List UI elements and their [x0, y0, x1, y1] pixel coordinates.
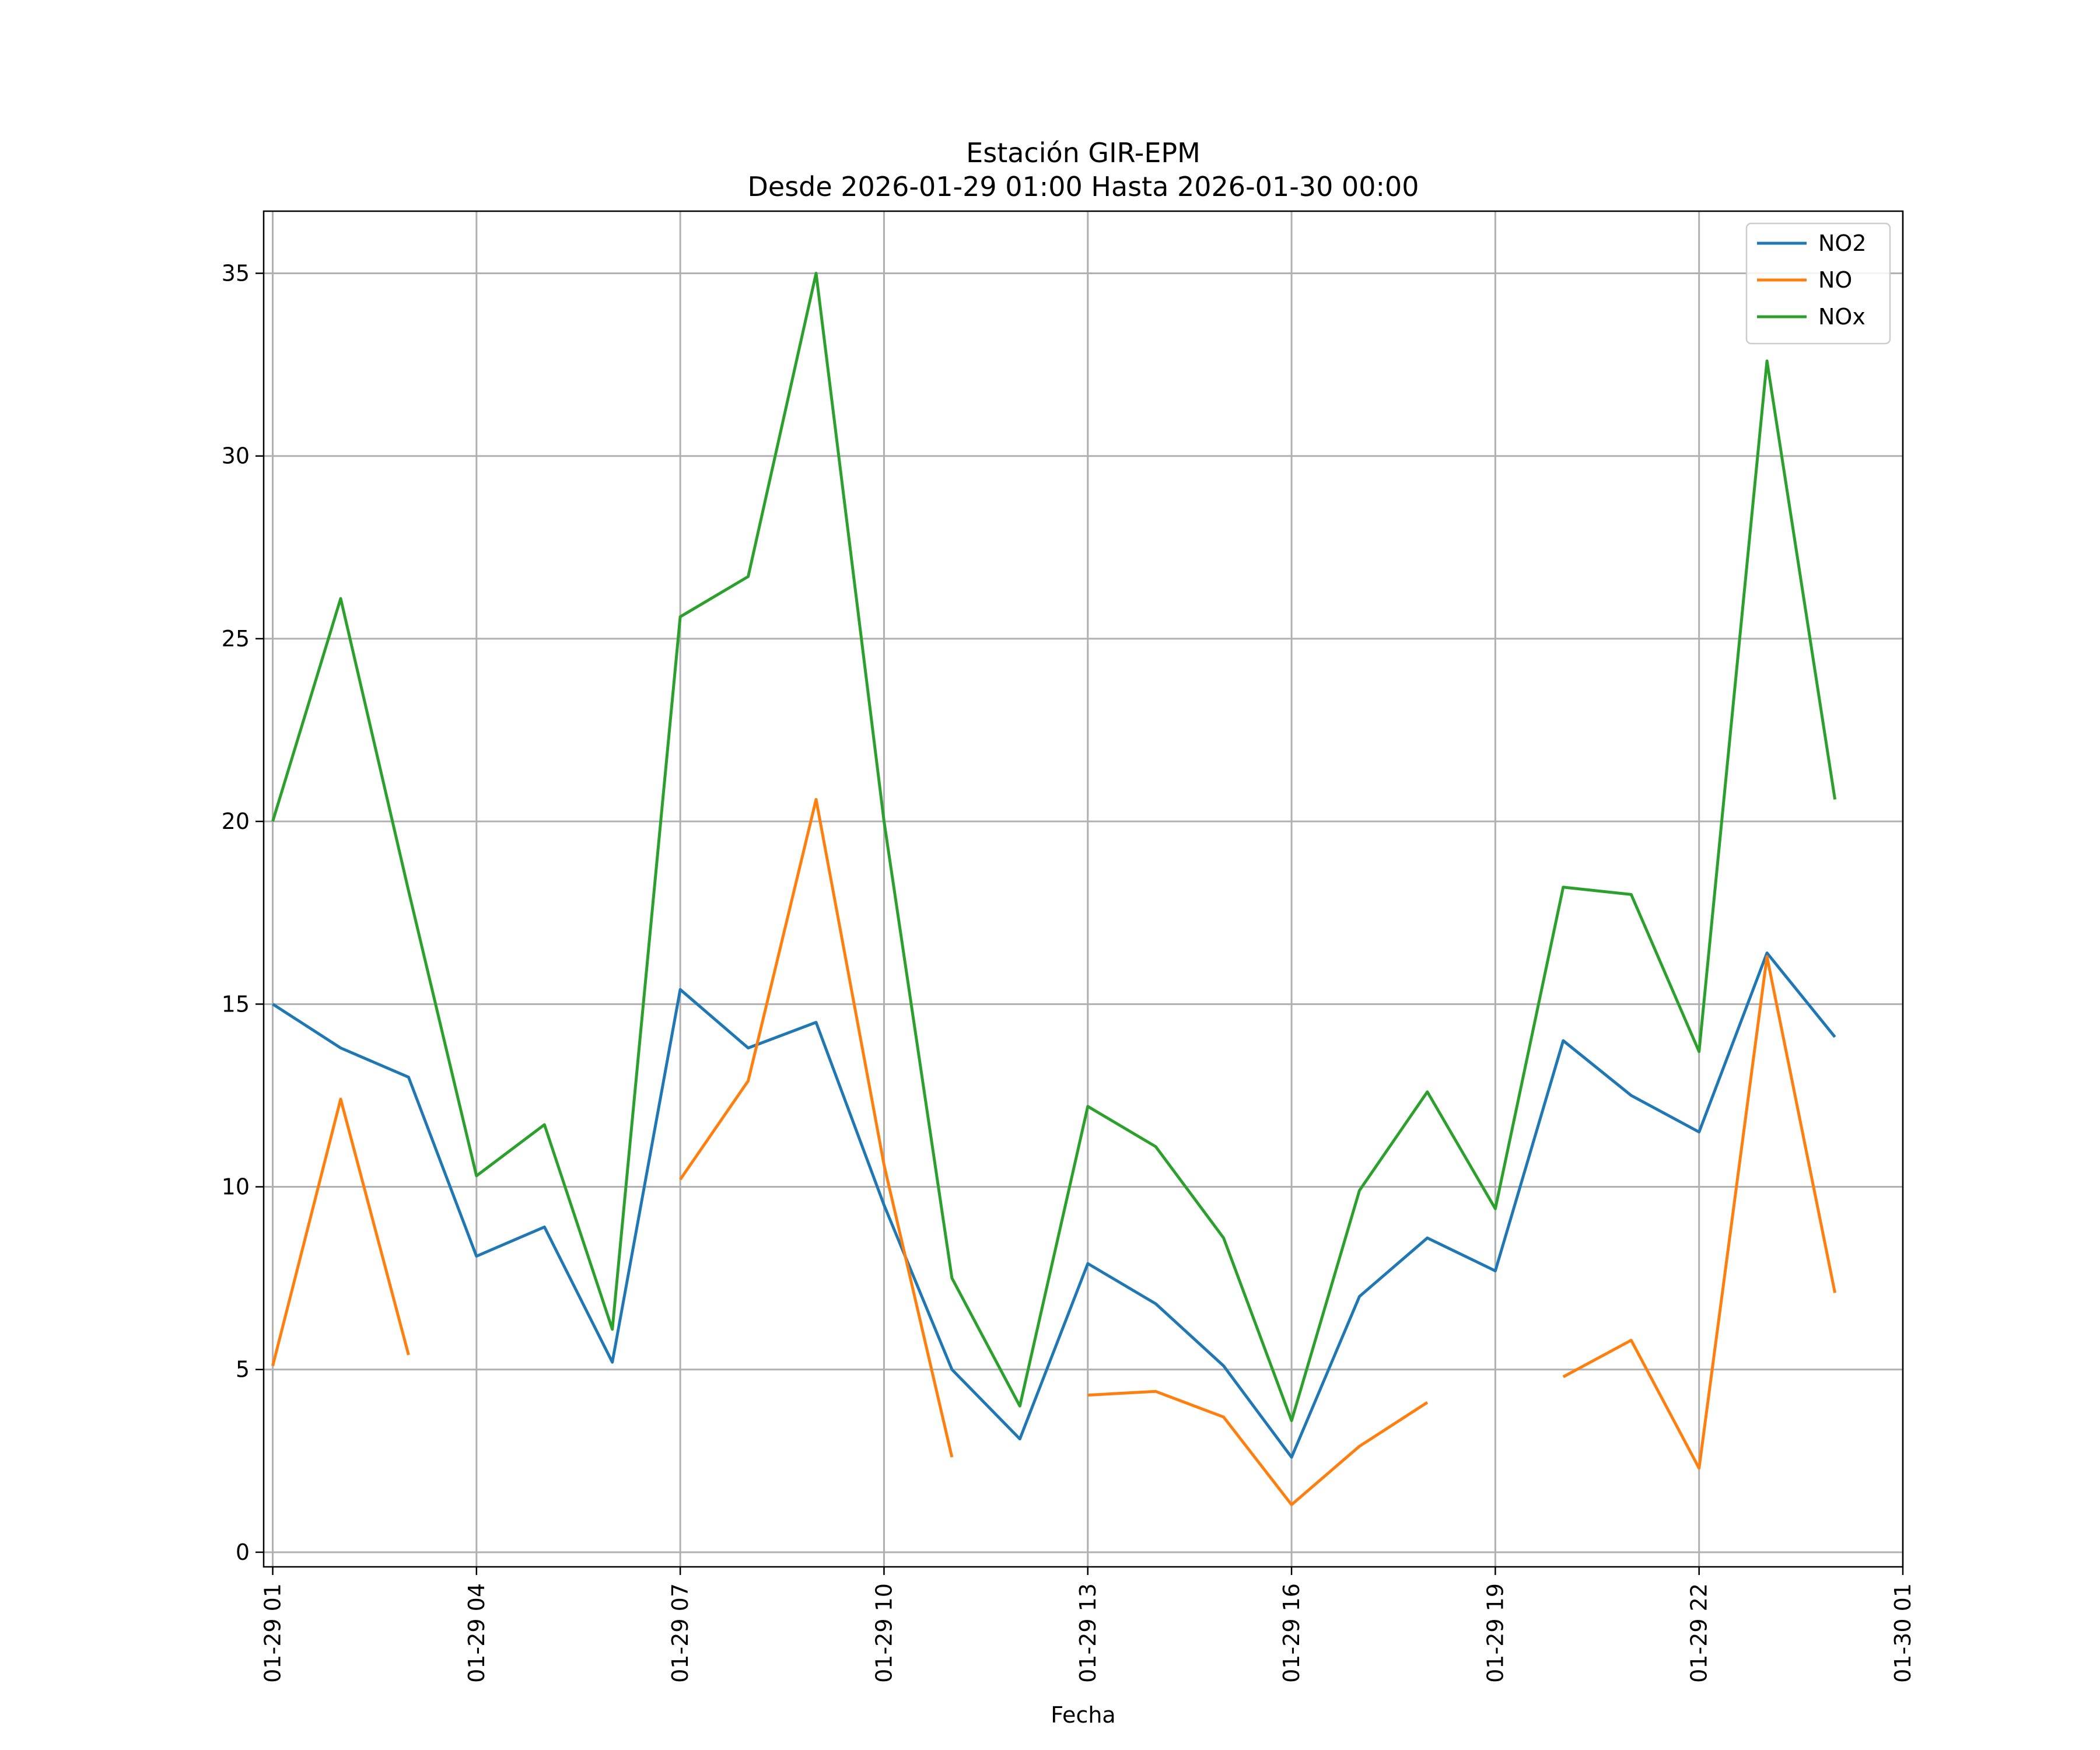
y-tick-label: 15 [222, 991, 250, 1017]
chart-title: Estación GIR-EPM [966, 137, 1200, 169]
legend-label-no: NO [1818, 267, 1852, 293]
x-tick-label: 01-29 13 [1075, 1583, 1101, 1683]
y-tick-label: 10 [222, 1174, 250, 1200]
x-tick-label: 01-29 16 [1279, 1583, 1304, 1683]
x-tick-label: 01-29 04 [464, 1583, 489, 1683]
legend-box [1745, 222, 1891, 345]
y-tick-label: 5 [236, 1357, 250, 1382]
x-tick-label: 01-29 01 [260, 1583, 286, 1683]
y-tick-label: 20 [222, 808, 250, 834]
legend-label-no2: NO2 [1818, 230, 1867, 256]
legend: NO2 NO NOx [1745, 222, 1891, 345]
x-tick-label: 01-29 19 [1482, 1583, 1508, 1683]
series-lines [271, 272, 1837, 1506]
series-line-no [271, 798, 1837, 1506]
x-tick-label: 01-29 07 [667, 1583, 693, 1683]
y-tick-label: 35 [222, 260, 250, 286]
legend-label-nox: NOx [1818, 304, 1866, 330]
y-tick-label: 30 [222, 443, 250, 469]
x-tick-label: 01-30 01 [1890, 1583, 1916, 1683]
x-axis-label: Fecha [1051, 1702, 1115, 1728]
chart-subtitle: Desde 2026-01-29 01:00 Hasta 2026-01-30 … [747, 171, 1419, 202]
axis-ticks: 01-29 01 01-29 04 01-29 07 01-29 10 01-29 13… [222, 260, 1916, 1682]
y-tick-label: 0 [236, 1539, 250, 1565]
x-tick-label: 01-29 22 [1686, 1583, 1712, 1683]
x-tick-label: 01-29 10 [871, 1583, 897, 1683]
series-line-nox [271, 272, 1837, 1422]
series-line-no2 [272, 951, 1836, 1459]
y-tick-label: 25 [222, 626, 250, 652]
plot-area-frame [262, 210, 1904, 1568]
